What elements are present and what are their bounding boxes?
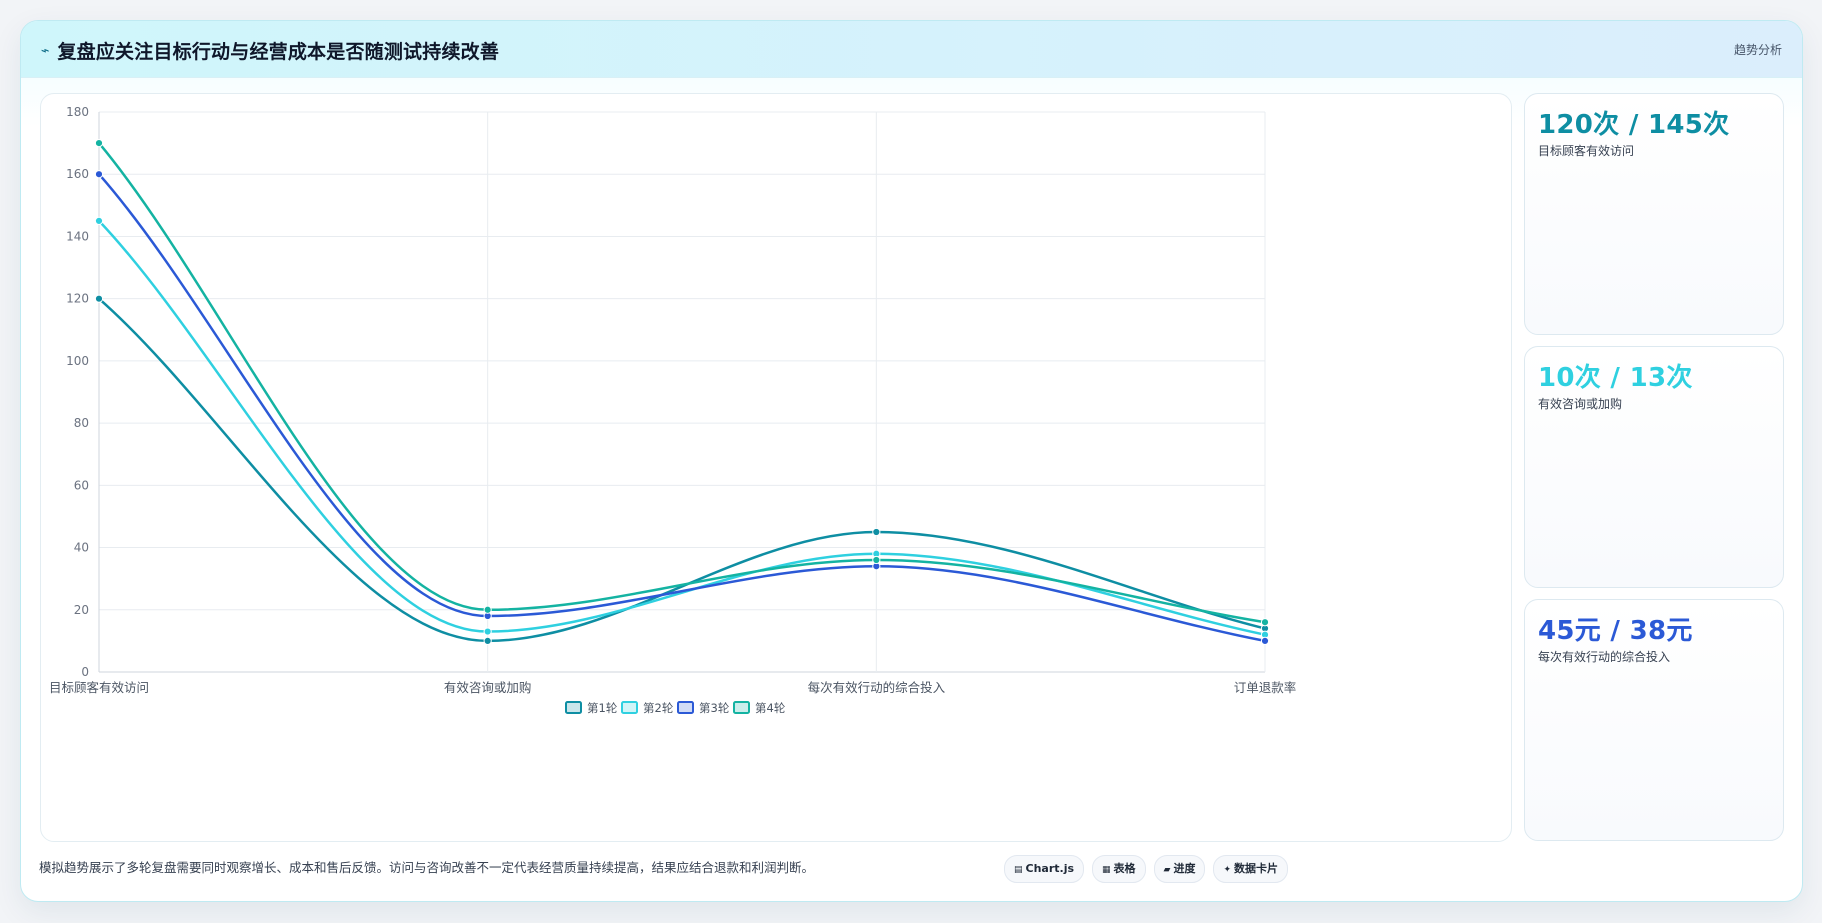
chart-icon: ▤ <box>1014 865 1023 875</box>
card-icon: ✦ <box>1223 865 1232 875</box>
kpi-card-visits: 120次 / 145次 目标顾客有效访问 <box>1524 93 1784 335</box>
y-tick-label: 120 <box>66 292 89 306</box>
report-card: ⌁ 复盘应关注目标行动与经营成本是否随测试持续改善 趋势分析 0 20 40 60 80… <box>20 20 1803 902</box>
chart-panel: 0 20 40 60 80 100 120 140 160 180 目标顾客有效访问 有效咨询或加购 每… <box>40 93 1512 842</box>
legend-swatch <box>621 701 638 714</box>
pill-label: 数据卡片 <box>1234 862 1279 875</box>
series-line <box>98 297 1266 643</box>
footer-note: 模拟趋势展示了多轮复盘需要同时观察增长、成本和售后反馈。访问与咨询改善不一定代表… <box>39 860 815 875</box>
data-point <box>94 294 104 303</box>
data-point <box>872 555 881 565</box>
pill-table[interactable]: ▦ 表格 <box>1092 855 1146 883</box>
kpi-value: 10次 / 13次 <box>1538 363 1693 393</box>
y-tick-label: 20 <box>74 603 89 617</box>
y-tick-label: 160 <box>66 167 89 181</box>
legend-label: 第3轮 <box>699 701 730 715</box>
legend-label: 第4轮 <box>755 701 786 715</box>
kpi-label: 有效咨询或加购 <box>1538 397 1623 411</box>
data-point <box>94 170 104 179</box>
pill-progress[interactable]: ▰ 进度 <box>1153 855 1206 883</box>
y-tick-label: 100 <box>66 354 89 368</box>
legend-label: 第1轮 <box>587 701 618 715</box>
title-group: ⌁ 复盘应关注目标行动与经营成本是否随测试持续改善 <box>39 37 500 64</box>
table-icon: ▦ <box>1102 865 1111 875</box>
pill-label: 进度 <box>1173 862 1196 875</box>
data-point <box>94 139 104 148</box>
data-point <box>1260 636 1270 645</box>
pill-chartjs[interactable]: ▤ Chart.js <box>1004 855 1085 883</box>
data-point <box>483 627 492 636</box>
y-tick-label: 140 <box>66 229 89 243</box>
y-tick-label: 40 <box>74 541 89 555</box>
line-chart: 0 20 40 60 80 100 120 140 160 180 目标顾客有效访问 有效咨询或加购 每… <box>49 105 1297 715</box>
kpi-value: 45元 / 38元 <box>1538 616 1693 646</box>
data-point <box>94 216 104 225</box>
data-point <box>483 605 492 614</box>
pill-data-cards[interactable]: ✦ 数据卡片 <box>1213 855 1289 883</box>
data-point <box>1260 618 1270 627</box>
x-tick-label: 目标顾客有效访问 <box>49 680 149 695</box>
kpi-value: 120次 / 145次 <box>1538 110 1730 140</box>
series-line <box>98 142 1266 624</box>
kpi-label: 每次有效行动的综合投入 <box>1538 650 1671 664</box>
legend-swatch <box>565 701 582 714</box>
data-point <box>872 527 881 537</box>
page-title: 复盘应关注目标行动与经营成本是否随测试持续改善 <box>57 41 500 63</box>
y-tick-label: 0 <box>81 665 89 679</box>
pill-label: Chart.js <box>1025 862 1075 875</box>
card-header: ⌁ 复盘应关注目标行动与经营成本是否随测试持续改善 趋势分析 <box>21 21 1802 78</box>
pill-label: 表格 <box>1113 862 1136 875</box>
y-tick-label: 180 <box>66 105 89 119</box>
series-line <box>98 220 1266 636</box>
data-point <box>483 636 492 645</box>
kpi-card-cost: 45元 / 38元 每次有效行动的综合投入 <box>1524 599 1784 841</box>
legend-swatch <box>733 701 750 714</box>
y-tick-label: 60 <box>74 478 89 492</box>
kpi-label: 目标顾客有效访问 <box>1538 144 1635 158</box>
tech-pills: ▤ Chart.js ▦ 表格 ▰ 进度 ✦ 数据卡片 <box>1004 855 1289 883</box>
kpi-card-inquiries: 10次 / 13次 有效咨询或加购 <box>1524 346 1784 588</box>
legend-label: 第2轮 <box>643 701 674 715</box>
legend-swatch <box>677 701 694 714</box>
x-tick-label: 有效咨询或加购 <box>444 680 532 695</box>
x-tick-label: 订单退款率 <box>1234 680 1297 695</box>
series-line <box>98 173 1266 643</box>
progress-icon: ▰ <box>1163 865 1171 875</box>
x-tick-label: 每次有效行动的综合投入 <box>808 680 946 695</box>
header-tag: 趋势分析 <box>1733 43 1782 57</box>
sparkline-icon: ⌁ <box>39 41 51 60</box>
y-tick-label: 80 <box>74 416 89 430</box>
